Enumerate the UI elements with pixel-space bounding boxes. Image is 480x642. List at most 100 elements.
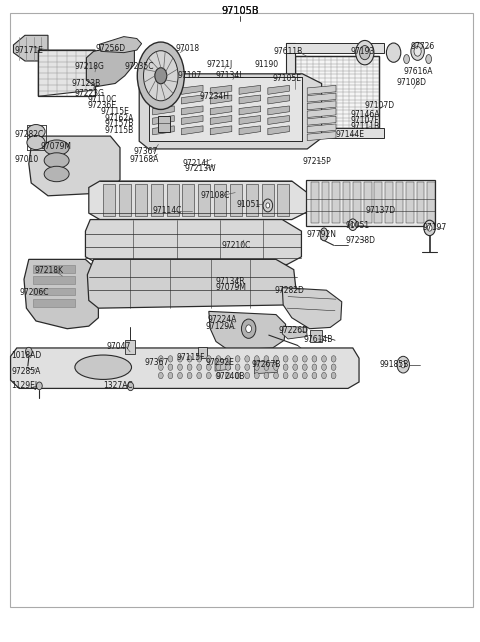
- Ellipse shape: [216, 364, 221, 370]
- Text: 97214L: 97214L: [182, 159, 211, 168]
- Ellipse shape: [197, 364, 202, 370]
- Text: 97157B: 97157B: [105, 119, 134, 128]
- Polygon shape: [181, 106, 203, 115]
- Polygon shape: [239, 116, 261, 125]
- Text: 97105E: 97105E: [272, 74, 301, 83]
- Text: 97162A: 97162A: [105, 114, 134, 123]
- Ellipse shape: [197, 356, 202, 362]
- Polygon shape: [239, 85, 261, 94]
- Polygon shape: [307, 108, 336, 117]
- Ellipse shape: [264, 364, 269, 370]
- Ellipse shape: [320, 228, 328, 241]
- Ellipse shape: [283, 364, 288, 370]
- Text: 97367: 97367: [133, 147, 158, 156]
- Polygon shape: [254, 361, 277, 374]
- Ellipse shape: [302, 372, 307, 379]
- Text: 97105B: 97105B: [221, 6, 259, 16]
- Ellipse shape: [266, 203, 270, 208]
- Polygon shape: [153, 85, 174, 94]
- Polygon shape: [149, 77, 302, 141]
- Bar: [167, 184, 179, 216]
- Ellipse shape: [274, 364, 278, 370]
- Bar: [322, 182, 329, 223]
- Bar: [364, 182, 372, 223]
- Text: 1018AD: 1018AD: [12, 351, 42, 360]
- Text: 97110C: 97110C: [87, 95, 117, 104]
- Bar: [311, 182, 319, 223]
- Text: 97282D: 97282D: [275, 286, 304, 295]
- Text: 97114C: 97114C: [153, 206, 182, 215]
- Ellipse shape: [322, 372, 326, 379]
- Polygon shape: [11, 348, 359, 388]
- Bar: [103, 184, 115, 216]
- Ellipse shape: [426, 55, 432, 64]
- Text: 97129A: 97129A: [205, 322, 235, 331]
- Ellipse shape: [226, 364, 230, 370]
- Ellipse shape: [27, 135, 45, 150]
- Text: 97611B: 97611B: [274, 47, 303, 56]
- Ellipse shape: [44, 140, 69, 155]
- Polygon shape: [215, 360, 230, 371]
- Bar: [33, 299, 75, 307]
- Ellipse shape: [274, 372, 278, 379]
- Polygon shape: [85, 220, 301, 265]
- Ellipse shape: [283, 356, 288, 362]
- Ellipse shape: [283, 372, 288, 379]
- Text: 97108C: 97108C: [201, 191, 230, 200]
- Ellipse shape: [75, 355, 132, 379]
- Ellipse shape: [401, 361, 406, 368]
- Ellipse shape: [254, 356, 259, 362]
- Bar: [33, 288, 75, 295]
- Text: 97107F: 97107F: [350, 116, 379, 125]
- Ellipse shape: [302, 364, 307, 370]
- Ellipse shape: [351, 223, 354, 227]
- Ellipse shape: [356, 40, 374, 65]
- Ellipse shape: [25, 347, 32, 356]
- Polygon shape: [282, 326, 307, 339]
- Ellipse shape: [216, 356, 221, 362]
- Text: 1327AC: 1327AC: [103, 381, 133, 390]
- Bar: [332, 182, 340, 223]
- Polygon shape: [307, 132, 336, 141]
- Polygon shape: [268, 106, 289, 115]
- Polygon shape: [307, 85, 336, 94]
- Ellipse shape: [197, 372, 202, 379]
- Text: 97047: 97047: [107, 342, 131, 351]
- Polygon shape: [209, 311, 286, 350]
- Text: 97079M: 97079M: [215, 283, 246, 292]
- Ellipse shape: [302, 356, 307, 362]
- Polygon shape: [99, 37, 142, 53]
- Ellipse shape: [216, 372, 221, 379]
- Bar: [286, 43, 384, 53]
- Text: 97292E: 97292E: [205, 358, 234, 367]
- Polygon shape: [181, 116, 203, 125]
- Bar: [286, 128, 384, 138]
- Ellipse shape: [414, 47, 421, 56]
- Polygon shape: [86, 45, 134, 87]
- Bar: [343, 182, 350, 223]
- Ellipse shape: [254, 364, 259, 370]
- Ellipse shape: [386, 43, 401, 62]
- Text: 97146A: 97146A: [350, 110, 380, 119]
- Ellipse shape: [312, 364, 317, 370]
- Ellipse shape: [27, 125, 45, 139]
- Polygon shape: [89, 181, 307, 220]
- Text: 97137D: 97137D: [366, 206, 396, 215]
- Ellipse shape: [158, 364, 163, 370]
- Ellipse shape: [158, 356, 163, 362]
- Text: 97079M: 97079M: [41, 142, 72, 151]
- Ellipse shape: [226, 372, 230, 379]
- Text: 99185B: 99185B: [379, 360, 408, 369]
- Polygon shape: [210, 126, 232, 135]
- Ellipse shape: [360, 46, 370, 60]
- Bar: [125, 340, 135, 354]
- Ellipse shape: [206, 364, 211, 370]
- Text: 97226D: 97226D: [278, 326, 308, 335]
- Ellipse shape: [424, 220, 435, 236]
- Bar: [295, 56, 379, 128]
- Text: 97367: 97367: [145, 358, 169, 367]
- Ellipse shape: [263, 199, 273, 212]
- Text: 97614B: 97614B: [303, 335, 333, 344]
- Text: 97792N: 97792N: [306, 230, 336, 239]
- Polygon shape: [153, 106, 174, 115]
